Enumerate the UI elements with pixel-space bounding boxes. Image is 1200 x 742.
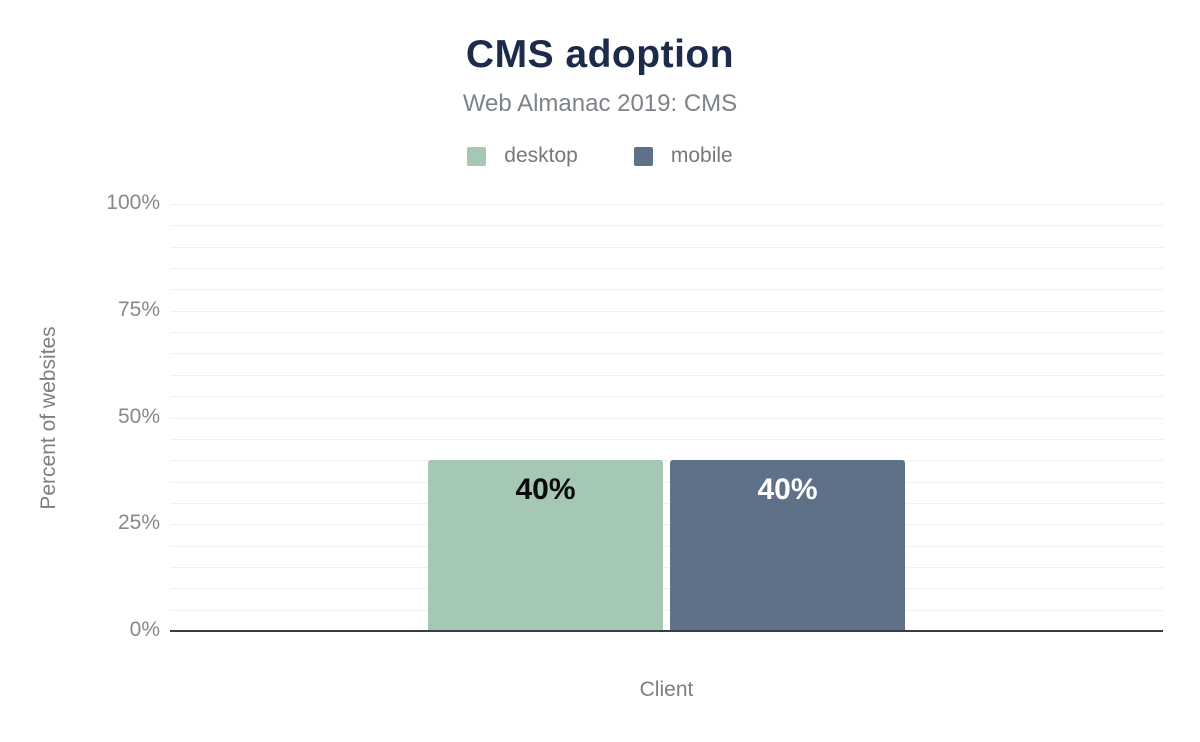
legend-swatch-desktop	[467, 146, 487, 166]
bar-value-label: 40%	[515, 473, 576, 507]
bar-mobile: 40%	[670, 460, 905, 631]
gridline-80	[170, 289, 1163, 291]
legend-item-desktop: desktop	[467, 144, 578, 168]
gridline-10	[170, 588, 1163, 590]
gridline-15	[170, 566, 1163, 568]
gridline-85	[170, 268, 1163, 270]
y-tick-label-75%: 75%	[117, 297, 160, 321]
legend: desktop mobile	[0, 144, 1200, 168]
gridline-95	[170, 225, 1163, 227]
gridline-40	[170, 460, 1163, 462]
legend-item-mobile: mobile	[633, 144, 733, 168]
gridline-65	[170, 353, 1163, 355]
gridline-25	[170, 524, 1163, 526]
gridline-75	[170, 310, 1163, 312]
chart-title: CMS adoption	[465, 33, 735, 76]
gridline-30	[170, 502, 1163, 504]
x-axis-title: Client	[639, 678, 694, 701]
bar-desktop: 40%	[428, 460, 663, 631]
chart-subtitle: Web Almanac 2019: CMS	[462, 90, 738, 117]
y-tick-label-100%: 100%	[106, 191, 160, 214]
legend-label: mobile	[670, 144, 733, 167]
gridline-20	[170, 545, 1163, 547]
gridline-60	[170, 374, 1163, 376]
gridline-70	[170, 332, 1163, 334]
gridline-90	[170, 246, 1163, 248]
x-axis-line	[170, 630, 1163, 632]
gridline-55	[170, 396, 1163, 398]
gridline-100	[170, 204, 1163, 205]
gridline-5	[170, 609, 1163, 611]
gridline-45	[170, 438, 1163, 440]
plot-area: 40% 40%	[170, 204, 1163, 632]
bar-group: 40% 40%	[170, 204, 1163, 631]
y-tick-label-50%: 50%	[117, 404, 160, 428]
gridline-35	[170, 481, 1163, 483]
y-tick-label-0%: 0%	[129, 618, 160, 641]
y-tick-label-25%: 25%	[117, 511, 160, 535]
bar-value-label: 40%	[757, 473, 818, 507]
legend-label: desktop	[504, 144, 578, 167]
legend-swatch-mobile	[633, 146, 653, 166]
gridline-50	[170, 417, 1163, 419]
